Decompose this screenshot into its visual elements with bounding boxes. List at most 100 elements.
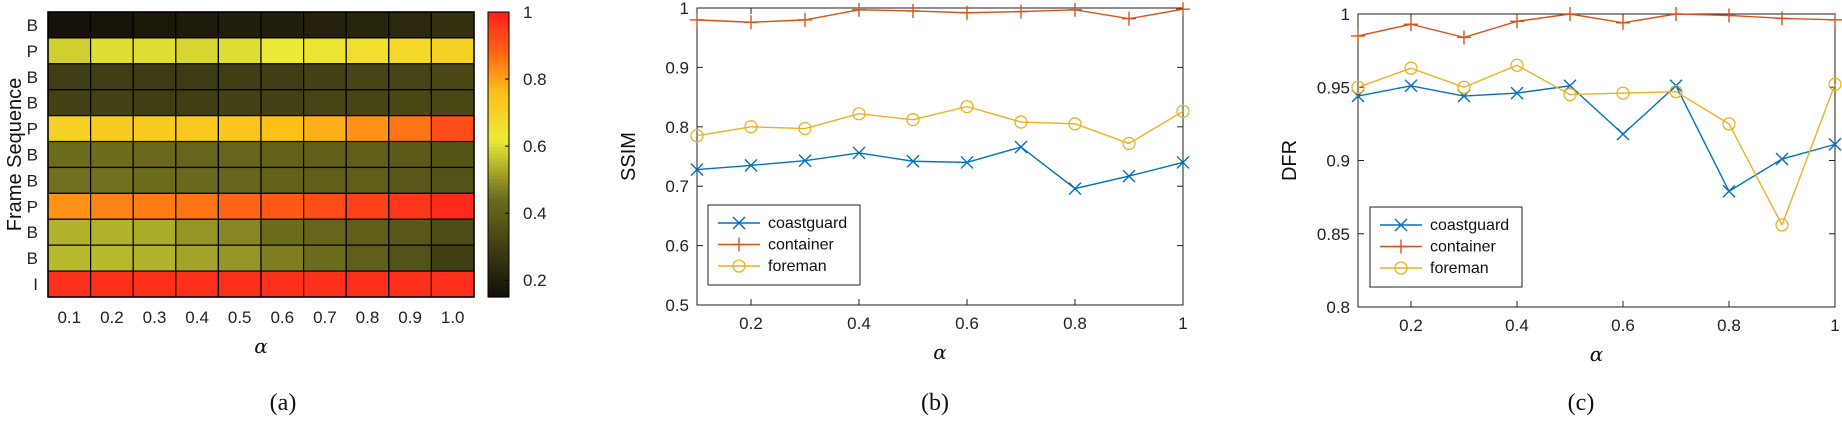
marker-circle	[1014, 115, 1028, 129]
colorbar-step	[488, 247, 509, 252]
legend-label: foreman	[1430, 260, 1489, 277]
heatmap-cell	[47, 89, 92, 117]
marker-circle	[744, 120, 758, 134]
marker-x	[690, 163, 704, 177]
data-point-coastguard	[1616, 127, 1630, 141]
data-point-container	[1404, 17, 1418, 32]
data-point-container	[1014, 4, 1028, 19]
legend-label: container	[768, 237, 834, 254]
data-point-foreman	[1775, 218, 1789, 232]
data-point-coastguard	[1014, 140, 1028, 154]
marker-x	[1404, 79, 1418, 93]
series-line-container	[1357, 13, 1836, 39]
colorbar-step	[488, 115, 509, 120]
colorbar-step	[488, 165, 509, 170]
heatmap-cell	[89, 63, 134, 91]
heatmap-cell	[47, 166, 92, 194]
heatmap-cell	[388, 89, 432, 117]
data-point-coastguard	[1828, 137, 1842, 151]
heatmap-border	[47, 11, 475, 298]
colorbar-step	[488, 129, 509, 134]
heatmap-cell	[260, 140, 305, 169]
legend-label: container	[1430, 239, 1496, 256]
heatmap-cell	[175, 140, 220, 169]
colorbar-step	[488, 147, 509, 152]
marker-circle	[852, 107, 866, 121]
data-point-coastguard	[1404, 79, 1418, 93]
colorbar-step	[488, 293, 509, 298]
colorbar-step	[488, 61, 509, 67]
heatmap-cell	[345, 140, 390, 169]
marker-stroke	[1510, 86, 1524, 100]
caption-a: (a)	[270, 390, 297, 416]
heatmap-cell	[217, 244, 262, 272]
colorbar-step	[488, 65, 509, 70]
heatmap-cell	[47, 192, 92, 220]
colorbar-step	[488, 126, 509, 131]
colorbar-step	[488, 133, 509, 138]
marker-x	[906, 154, 920, 168]
marker-plus	[744, 15, 758, 30]
data-point-coastguard	[798, 154, 812, 168]
marker-circle	[1722, 117, 1736, 131]
heatmap-cell	[430, 115, 475, 143]
x-tick-label: 0.2	[100, 308, 124, 327]
data-point-foreman	[1563, 87, 1577, 102]
marker-x	[798, 154, 812, 168]
legend-label: coastguard	[1430, 217, 1509, 234]
heatmap-cell	[89, 115, 134, 143]
heatmap-cell	[217, 218, 262, 246]
y-tick-label: B	[27, 94, 38, 113]
data-point-container	[1122, 11, 1136, 26]
heatmap-cell	[47, 270, 92, 298]
data-point-foreman	[1510, 58, 1524, 72]
heatmap-cell	[260, 166, 305, 194]
marker-plus	[852, 2, 866, 17]
x-tick-label: 0.9	[398, 308, 422, 327]
colorbar-step	[488, 200, 509, 205]
series-line-container	[696, 8, 1184, 23]
heatmap-cell	[47, 115, 92, 143]
colorbar-step	[488, 40, 509, 45]
colorbar-step	[488, 44, 509, 49]
data-point-coastguard	[690, 163, 704, 177]
heatmap-cell	[175, 11, 220, 39]
y-tick-label: 0.9	[1326, 152, 1350, 171]
data-point-container	[960, 5, 974, 20]
x-tick-label: 0.6	[1611, 316, 1635, 335]
colorbar-step	[488, 215, 509, 220]
x-axis-label: α	[254, 334, 268, 358]
heatmap-cell	[303, 11, 347, 39]
marker-x	[852, 146, 866, 160]
heatmap-cell	[132, 115, 177, 143]
data-point-coastguard	[1068, 182, 1082, 196]
heatmap-cell	[430, 166, 475, 194]
data-point-coastguard	[852, 146, 866, 160]
colorbar-step	[488, 193, 509, 198]
data-point-container	[1828, 12, 1842, 27]
y-tick-label: B	[27, 16, 38, 35]
marker-circle	[1457, 80, 1471, 94]
heatmap-cell	[303, 140, 347, 169]
heatmap-cell	[217, 89, 262, 117]
data-point-coastguard	[1775, 152, 1789, 166]
heatmap-cell	[260, 11, 305, 39]
heatmap-cell	[345, 11, 390, 39]
heatmap-cell	[217, 166, 262, 194]
marker-stroke	[1068, 182, 1082, 196]
data-point-container	[1775, 11, 1789, 26]
heatmap-cell	[388, 115, 432, 143]
y-axis-label: Frame Sequence	[4, 78, 26, 231]
marker-plus	[1122, 11, 1136, 26]
colorbar-step	[488, 19, 509, 24]
heatmap-cell	[260, 37, 305, 65]
colorbar-step	[488, 122, 509, 127]
series-foreman	[1351, 58, 1842, 232]
marker-plus	[1068, 2, 1082, 17]
data-point-foreman	[852, 107, 866, 121]
legend-label: coastguard	[768, 215, 847, 232]
x-tick-label: 0.8	[1063, 314, 1087, 333]
data-point-foreman	[1176, 104, 1190, 119]
heatmap-cell	[430, 270, 475, 298]
data-point-container	[1616, 15, 1630, 30]
